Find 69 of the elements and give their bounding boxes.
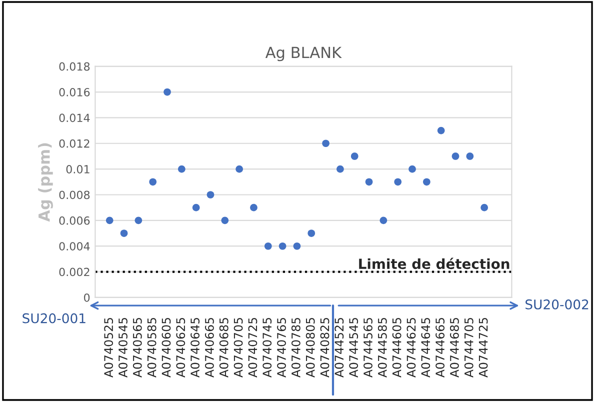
point: [480, 204, 488, 212]
x-tick-label: A0744685: [450, 318, 459, 378]
chart-title: Ag BLANK: [265, 46, 342, 62]
text: SU20-002: [526, 299, 588, 310]
x-tick-label: A0744605: [392, 318, 402, 378]
point: [365, 178, 373, 186]
y-tick-label: 0.006: [59, 216, 90, 225]
y-tick-label: 0.016: [59, 88, 90, 96]
point: [394, 178, 402, 186]
x-tick-label: A0740765: [277, 318, 286, 378]
point: [206, 191, 214, 198]
point: [192, 204, 200, 212]
x-tick-label: A0740785: [291, 318, 300, 378]
point: [308, 230, 316, 237]
x-tick-label: A0744525: [334, 318, 344, 378]
x-tick-label: A0744585: [378, 318, 387, 378]
point: [452, 152, 460, 160]
x-tick-label: A0740725: [248, 318, 258, 378]
x-tick-label: A0744725: [478, 318, 488, 378]
point: [178, 165, 186, 173]
point: [380, 216, 388, 224]
x-tick-label: A0740605: [162, 318, 171, 378]
point: [336, 165, 344, 173]
point: [149, 178, 157, 186]
y-tick-label: 0.01: [66, 165, 90, 174]
x-tick-label: A0740685: [219, 318, 228, 378]
y-tick-label: 0: [84, 293, 90, 302]
y-tick-label: 0.002: [59, 268, 90, 276]
point: [236, 165, 243, 173]
point: [422, 178, 430, 186]
x-tick-label: A0740625: [176, 318, 186, 378]
x-tick-label: A0740545: [118, 318, 128, 378]
x-tick-label: A0740525: [104, 318, 114, 378]
point: [120, 230, 128, 237]
point: [164, 88, 171, 96]
point: [466, 152, 474, 160]
point: [293, 242, 301, 250]
x-tick-label: A0744545: [349, 318, 358, 378]
point: [264, 242, 272, 250]
point: [278, 242, 286, 250]
x-tick-label: A0744665: [436, 318, 445, 378]
x-tick-label: A0740745: [262, 318, 272, 378]
x-tick-label: A0740585: [147, 318, 156, 378]
y-tick-label: 0.008: [59, 190, 90, 200]
y-tick-label: 0.014: [59, 114, 90, 122]
x-tick-label: A0740825: [320, 318, 330, 378]
x-tick-label: A0740805: [306, 318, 315, 378]
point: [221, 216, 229, 224]
x-tick-label: A0740565: [132, 318, 142, 378]
point: [106, 216, 114, 224]
y-tick-label: 0.012: [59, 139, 90, 148]
point: [250, 204, 258, 212]
x-tick-label: A0740645: [190, 318, 200, 378]
point: [408, 165, 416, 173]
x-tick-label: A0740665: [204, 318, 214, 378]
x-tick-label: A0740705: [234, 318, 243, 378]
point: [350, 152, 358, 160]
x-tick-label: A0744645: [421, 318, 430, 378]
x-tick-label: A0744705: [464, 318, 474, 378]
point: [437, 126, 445, 134]
ref-line-label: Limite de détection: [359, 258, 510, 270]
x-tick-label: A0744565: [364, 318, 372, 378]
y-tick-label: 0.004: [59, 242, 90, 250]
point: [322, 140, 330, 148]
x-tick-label: A0744625: [406, 318, 416, 378]
point: [134, 216, 142, 224]
y-tick-label: 0.018: [59, 62, 90, 71]
y-axis-title: Ag (ppm): [38, 143, 53, 222]
text: SU20-001: [22, 313, 86, 324]
